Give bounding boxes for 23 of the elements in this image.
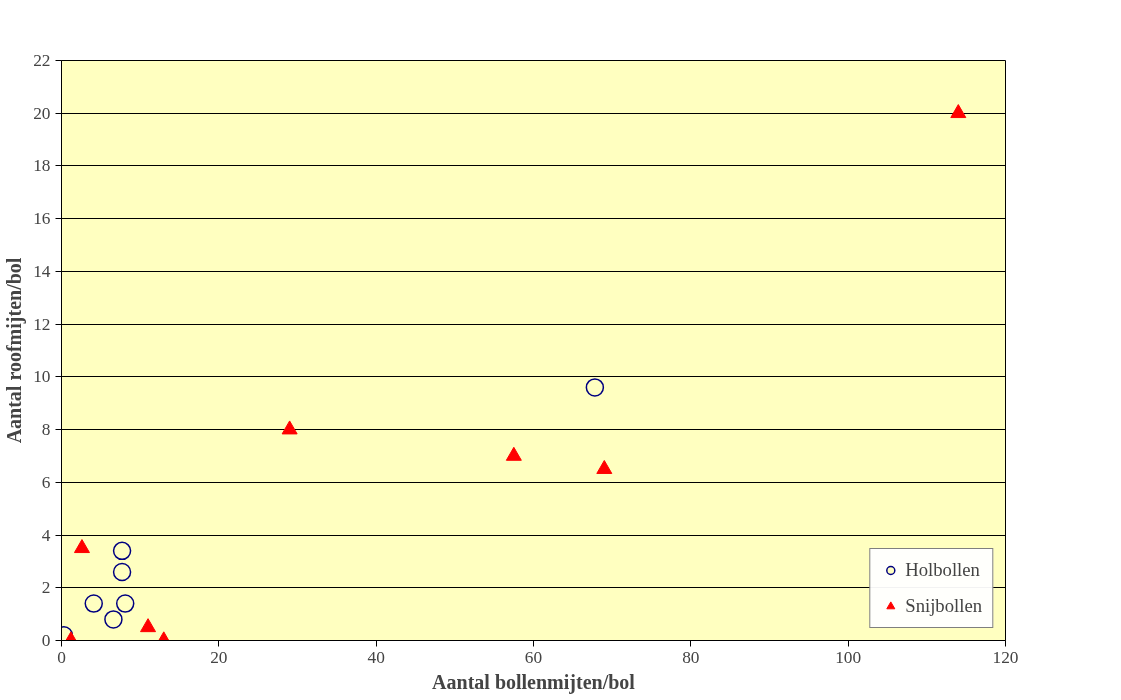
y-tick-label: 6 [41,472,51,492]
y-tick-label: 4 [41,525,51,545]
y-tick-label: 14 [33,261,51,281]
y-tick-label: 8 [41,420,51,440]
x-axis-title: Aantal bollenmijten/bol [432,670,636,694]
y-tick-label: 16 [33,209,51,229]
x-tick-label: 100 [835,647,862,667]
legend-label: Holbollen [905,559,980,581]
x-tick-label: 0 [57,647,66,667]
x-tick-label: 60 [524,647,543,667]
y-tick-label: 0 [41,631,51,650]
x-tick-label: 20 [210,647,228,667]
y-axis-title: Aantal roofmijten/bol [3,257,27,444]
x-tick-label: 120 [992,647,1019,667]
y-tick-label: 12 [33,314,51,334]
x-tick-label: 40 [367,647,385,667]
y-tick-label: 18 [33,156,51,176]
y-tick-label: 20 [33,103,51,123]
y-tick-label: 22 [33,51,51,70]
y-tick-label: 2 [41,578,51,598]
legend-label: Snijbollen [905,595,982,617]
x-tick-label: 80 [682,647,700,667]
y-tick-label: 10 [33,367,51,387]
